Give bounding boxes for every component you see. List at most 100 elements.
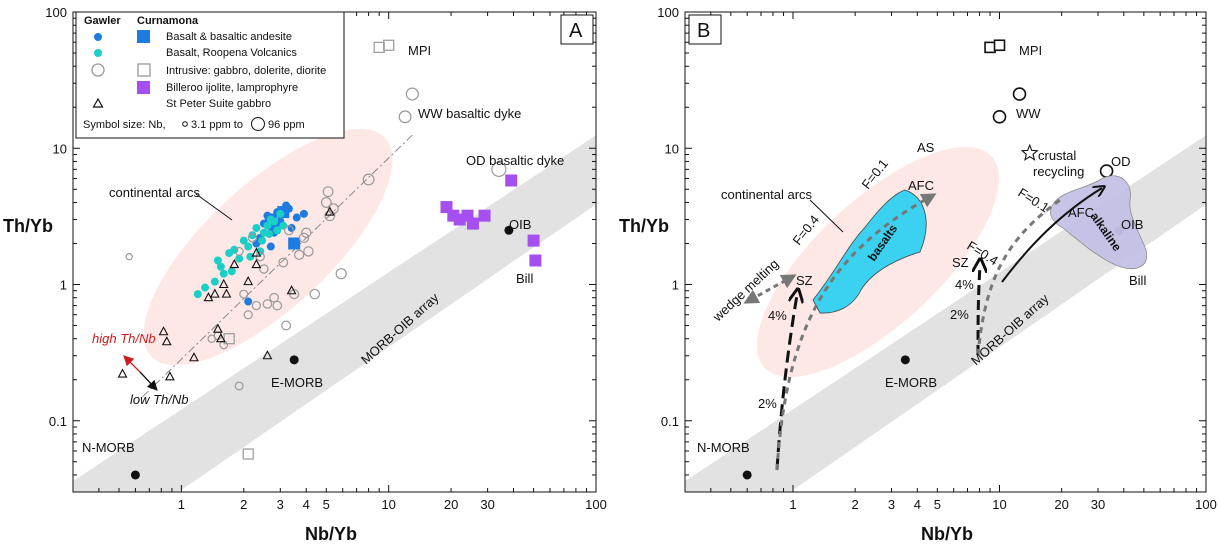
data-point [335,268,347,280]
data-point [189,352,199,362]
x-tick-label: 10 [381,497,395,512]
panel-a-continental-arcs-leader [195,193,233,221]
data-point [234,381,244,391]
trend-line [142,134,413,398]
panel-b-ww-label: WW [1016,106,1041,121]
background-layer [685,135,1206,492]
reference-point [289,355,299,365]
panel-b-crustal-label: crustal [1038,148,1076,163]
data-point [263,221,272,230]
legend-size-max: 96 ppm [268,119,305,131]
legend-gawler-roopena-marker [94,49,102,57]
y-tick-label: 100 [657,5,679,20]
data-point [223,333,235,345]
data-point [218,278,229,289]
panel-b-tag-box [688,14,722,45]
data-point [278,257,289,268]
data-point [272,300,283,311]
y-tick-label: 100 [45,5,67,20]
data-point [219,269,228,278]
panel-b-x-axis-title: Nb/Yb [921,524,973,544]
data-point [247,233,257,243]
data-point [251,300,262,311]
panel-b-basalts-field [812,189,927,314]
data-point [252,223,261,232]
data-point [270,217,279,226]
panel-a-x-axis-title: Nb/Yb [305,524,357,544]
panel-b-alkaline-field [1050,175,1148,269]
x-tick-label: 1 [789,497,796,512]
legend-size-large-marker [251,117,265,131]
data-point [158,326,169,336]
panel-b-tag: B [697,20,710,42]
data-point [283,225,294,236]
reference-point [742,470,752,480]
data-point [248,231,257,240]
panel-b-continental-arcs-label: continental arcs [721,187,813,202]
panel-b-background [685,135,1206,492]
panel-b-ticks: 1 2 3 4 5 10 20 30 100 0.1 1 10 100 [657,5,1217,512]
panel-b-pct4-2-label: 4% [955,277,974,292]
data-point [301,227,312,238]
reference-point [504,225,514,235]
panel-b-as-label: AS [917,140,935,155]
legend-curnamona-intrusive-marker [137,63,151,77]
data-point [299,209,308,218]
x-tick-label: 1 [178,497,185,512]
panel-a-continental-arcs-label: continental arcs [109,185,201,200]
data-point [265,229,274,238]
data-point [164,371,175,381]
panel-a-ww-dyke-label: WW basaltic dyke [418,106,521,121]
data-point [239,236,248,245]
legend-header-curnamona: Curnamona [137,15,199,27]
y-tick-label: 10 [665,141,679,156]
data-point [373,41,385,53]
legend-gawler-intrusive-marker [91,63,105,77]
panel-b-sz-1-label: SZ [796,273,813,288]
panel-b-f04-2-label: F=0.4 [964,238,1000,269]
data-point [246,252,255,261]
legend-gawler-st-peter-marker [92,97,104,108]
data-point [234,246,244,256]
data-point [229,258,240,269]
panel-a-tag: A [569,20,583,42]
legend-size-small-marker [182,121,188,127]
panel-b-continental-arcs-leader [809,199,844,233]
panel-b-n-morb-label: N-MORB [697,440,750,455]
panel-a-th-nb-arrow-up [123,355,141,373]
x-tick-label: 10 [992,497,1006,512]
data-point [294,249,305,260]
data-point [255,251,265,262]
data-point [251,247,262,257]
data-point [266,242,275,251]
panel-a-mpi-label: MPI [408,43,431,58]
panel-b-mpi-label: MPI [1019,43,1042,58]
y-tick-label: 1 [672,278,679,293]
data-point [292,213,301,222]
data-point [259,264,269,274]
x-tick-label: 3 [277,497,284,512]
panel-a-data-marks [117,39,542,460]
y-tick-label: 0.1 [661,414,679,429]
data-point [125,253,133,261]
x-tick-label: 30 [480,497,494,512]
panel-a-n-morb-label: N-MORB [82,440,135,455]
x-tick-label: 20 [444,497,458,512]
x-tick-label: 5 [934,497,941,512]
data-point [383,39,395,51]
data-point [993,39,1006,52]
x-tick-label: 2 [852,497,859,512]
panel-b-melting-curve-2-dashed [978,265,980,356]
panel-a-y-axis-title: Th/Yb [3,216,53,236]
data-point [398,110,412,124]
data-point [309,288,321,300]
panel-b-f01-2-label: F=0.1 [1015,185,1051,216]
data-point [478,209,491,222]
data-point [529,254,542,267]
x-tick-label: 4 [303,497,310,512]
data-point [276,209,285,218]
legend-header-gawler: Gawler [84,15,121,27]
panel-a-reference-points [130,225,514,480]
data-point [288,237,301,250]
